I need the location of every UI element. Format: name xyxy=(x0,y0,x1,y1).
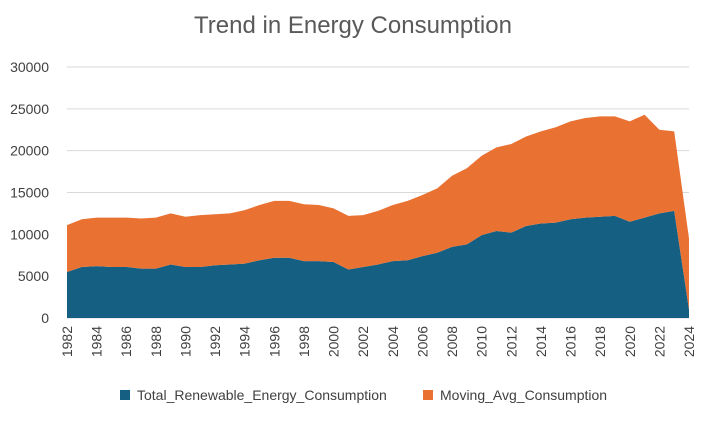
x-tick-label: 2010 xyxy=(474,326,490,357)
y-tick-label: 5000 xyxy=(18,268,49,284)
x-tick-label: 1998 xyxy=(296,326,312,357)
x-tick-label: 1990 xyxy=(177,326,193,357)
y-tick-label: 25000 xyxy=(10,101,49,117)
x-tick-label: 2018 xyxy=(592,326,608,357)
y-tick-label: 30000 xyxy=(10,59,49,75)
x-tick-label: 2012 xyxy=(503,326,519,357)
y-tick-label: 10000 xyxy=(10,226,49,242)
x-tick-label: 2008 xyxy=(444,326,460,357)
chart-title: Trend in Energy Consumption xyxy=(194,12,512,39)
area-series-0 xyxy=(67,210,689,318)
x-tick-label: 2004 xyxy=(385,326,401,357)
x-tick-label: 2002 xyxy=(355,326,371,357)
legend: Total_Renewable_Energy_Consumption Movin… xyxy=(120,387,607,403)
x-tick-label: 2000 xyxy=(326,326,342,357)
y-tick-label: 20000 xyxy=(10,143,49,159)
legend-label-moving-avg: Moving_Avg_Consumption xyxy=(440,387,607,403)
x-tick-label: 1994 xyxy=(237,326,253,357)
x-tick-label: 2024 xyxy=(681,326,697,357)
legend-swatch-moving-avg xyxy=(423,390,433,400)
legend-label-total-renewable: Total_Renewable_Energy_Consumption xyxy=(137,387,387,403)
area-series-1 xyxy=(67,114,689,310)
x-tick-label: 1986 xyxy=(118,326,134,357)
y-tick-label: 0 xyxy=(41,310,49,326)
x-tick-label: 1982 xyxy=(59,326,75,357)
y-axis-ticks: 0 5000 10000 15000 20000 25000 30000 xyxy=(10,59,49,326)
x-tick-label: 2006 xyxy=(414,326,430,357)
x-tick-label: 2014 xyxy=(533,326,549,357)
x-tick-label: 1996 xyxy=(266,326,282,357)
legend-swatch-total-renewable xyxy=(120,390,130,400)
x-axis-ticks: 1982 1984 1986 1988 1990 1992 1994 1996 1998 2000… xyxy=(59,326,697,357)
x-tick-label: 1984 xyxy=(89,326,105,357)
area-layer xyxy=(67,114,689,318)
x-tick-label: 2022 xyxy=(651,326,667,357)
x-tick-label: 2020 xyxy=(622,326,638,357)
x-tick-label: 1992 xyxy=(207,326,223,357)
x-tick-label: 1988 xyxy=(148,326,164,357)
x-tick-label: 2016 xyxy=(563,326,579,357)
y-tick-label: 15000 xyxy=(10,185,49,201)
